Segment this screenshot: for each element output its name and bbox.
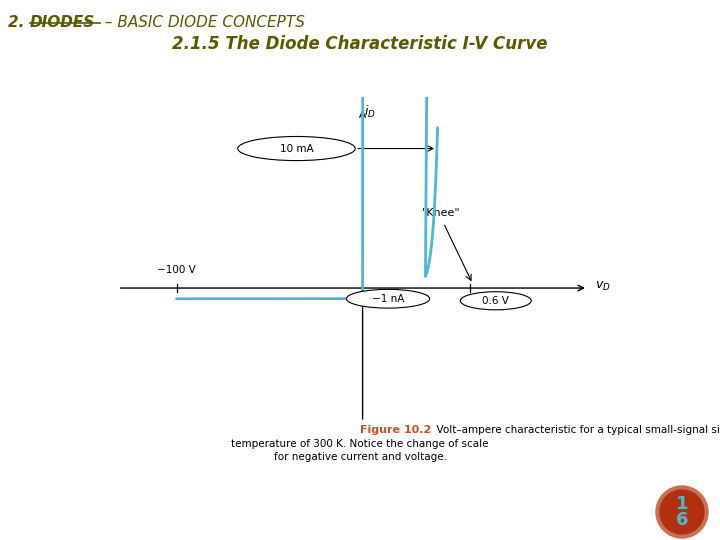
Text: $i_D$: $i_D$: [364, 104, 376, 120]
Text: Figure 10.2: Figure 10.2: [360, 425, 431, 435]
Text: 2.1.5 The Diode Characteristic I-V Curve: 2.1.5 The Diode Characteristic I-V Curve: [172, 35, 548, 53]
Text: temperature of 300 K. Notice the change of scale: temperature of 300 K. Notice the change …: [231, 439, 489, 449]
Circle shape: [660, 490, 704, 534]
Text: 1: 1: [676, 495, 688, 513]
Text: – BASIC DIODE CONCEPTS: – BASIC DIODE CONCEPTS: [100, 15, 305, 30]
Ellipse shape: [238, 137, 355, 160]
Text: −100 V: −100 V: [157, 265, 196, 275]
Text: 10 mA: 10 mA: [279, 144, 313, 153]
Ellipse shape: [346, 289, 430, 308]
Text: −1 nA: −1 nA: [372, 294, 404, 303]
Text: "Knee": "Knee": [422, 208, 460, 218]
Text: for negative current and voltage.: for negative current and voltage.: [274, 452, 446, 462]
Text: 6: 6: [676, 511, 688, 529]
Text: Volt–ampere characteristic for a typical small-signal silicon diode at a: Volt–ampere characteristic for a typical…: [430, 425, 720, 435]
Text: $v_D$: $v_D$: [595, 280, 611, 293]
Circle shape: [656, 486, 708, 538]
Text: 0.6 V: 0.6 V: [482, 296, 509, 306]
Text: DIODES: DIODES: [30, 15, 95, 30]
Text: 2.: 2.: [8, 15, 30, 30]
Ellipse shape: [460, 292, 531, 310]
